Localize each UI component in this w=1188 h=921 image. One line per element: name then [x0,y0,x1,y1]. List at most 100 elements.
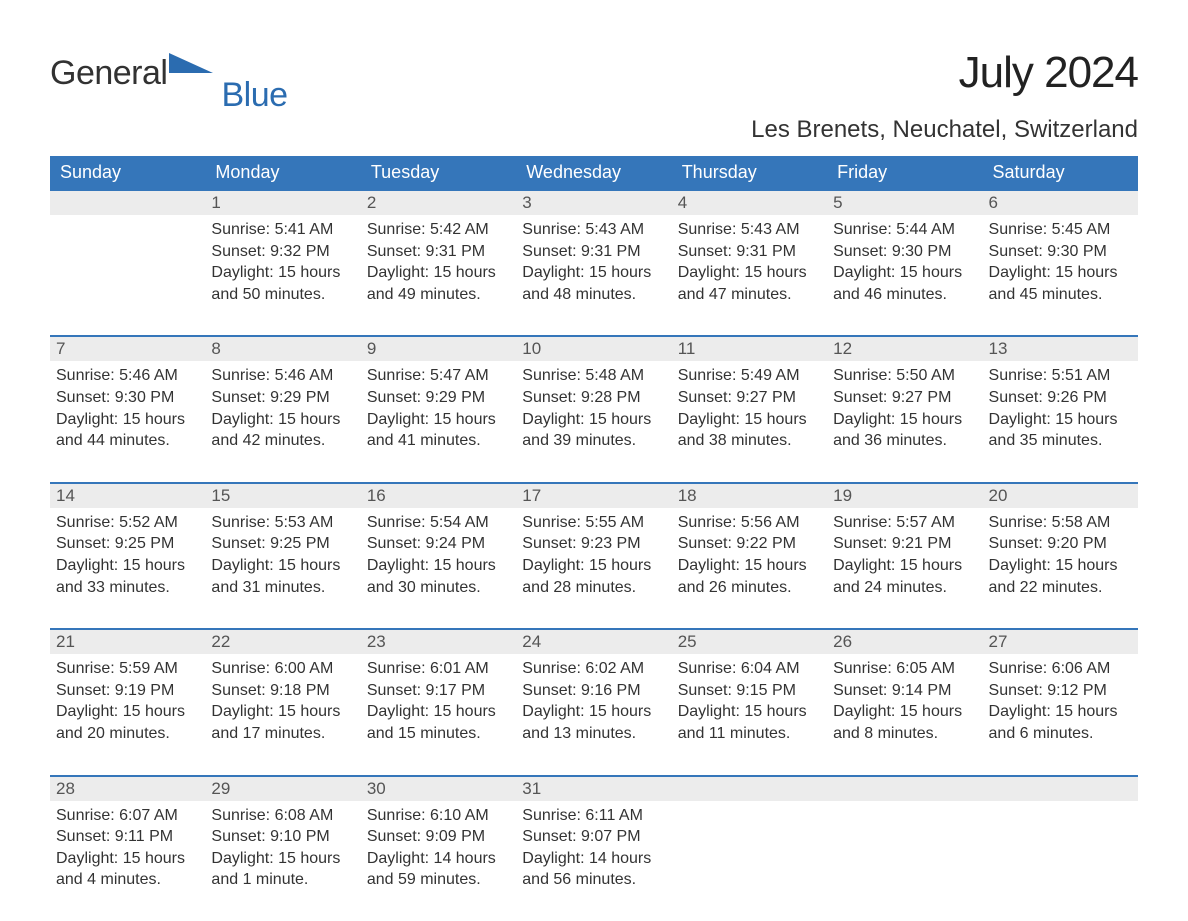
day-detail-cell [827,801,982,921]
day-number-cell [50,191,205,215]
day-detail-cell: Sunrise: 5:46 AMSunset: 9:30 PMDaylight:… [50,361,205,482]
sunrise-line: Sunrise: 6:07 AM [56,805,197,827]
daylight-line: Daylight: 15 hours and 24 minutes. [833,555,974,598]
sunrise-line: Sunrise: 6:05 AM [833,658,974,680]
sunset-line: Sunset: 9:32 PM [211,241,352,263]
sunrise-line: Sunrise: 5:43 AM [522,219,663,241]
sunset-line: Sunset: 9:24 PM [367,533,508,555]
day-detail-cell: Sunrise: 5:57 AMSunset: 9:21 PMDaylight:… [827,508,982,629]
day-detail-cell: Sunrise: 5:56 AMSunset: 9:22 PMDaylight:… [672,508,827,629]
day-detail-cell: Sunrise: 5:44 AMSunset: 9:30 PMDaylight:… [827,215,982,336]
day-number-cell: 16 [361,483,516,508]
daylight-line: Daylight: 15 hours and 15 minutes. [367,701,508,744]
sunrise-line: Sunrise: 5:44 AM [833,219,974,241]
sunset-line: Sunset: 9:17 PM [367,680,508,702]
day-number-cell: 27 [983,629,1138,654]
day-detail-cell: Sunrise: 5:49 AMSunset: 9:27 PMDaylight:… [672,361,827,482]
daylight-line: Daylight: 15 hours and 48 minutes. [522,262,663,305]
day-detail-cell [983,801,1138,921]
week-daynum-row: 78910111213 [50,336,1138,361]
week-detail-row: Sunrise: 5:59 AMSunset: 9:19 PM Daylight:… [50,654,1138,775]
day-detail-cell: Sunrise: 6:10 AMSunset: 9:09 PMDaylight:… [361,801,516,921]
daylight-line: Daylight: 15 hours and 6 minutes. [989,701,1130,744]
daylight-line: Daylight: 15 hours and 35 minutes. [989,409,1130,452]
day-detail-cell: Sunrise: 5:52 AMSunset: 9:25 PMDaylight:… [50,508,205,629]
sunset-line: Sunset: 9:26 PM [989,387,1130,409]
daylight-line: Daylight: 15 hours and 46 minutes. [833,262,974,305]
day-number-cell: 6 [983,191,1138,215]
sunrise-line: Sunrise: 5:49 AM [678,365,819,387]
day-detail-cell: Sunrise: 5:43 AMSunset: 9:31 PMDaylight:… [672,215,827,336]
day-detail-cell: Sunrise: 6:04 AMSunset: 9:15 PMDaylight:… [672,654,827,775]
day-number-cell: 25 [672,629,827,654]
day-number-cell: 21 [50,629,205,654]
day-number-cell: 9 [361,336,516,361]
calendar-table: Sunday Monday Tuesday Wednesday Thursday… [50,156,1138,921]
daylight-line: Daylight: 15 hours and 49 minutes. [367,262,508,305]
day-detail-cell: Sunrise: 5:41 AMSunset: 9:32 PMDaylight:… [205,215,360,336]
week-daynum-row: 21222324252627 [50,629,1138,654]
day-detail-cell: Sunrise: 5:58 AMSunset: 9:20 PMDaylight:… [983,508,1138,629]
daylight-line: Daylight: 15 hours and 1 minute. [211,848,352,891]
daylight-line: Daylight: 15 hours and 8 minutes. [833,701,974,744]
sunrise-line: Sunrise: 5:51 AM [989,365,1130,387]
sunset-line: Sunset: 9:23 PM [522,533,663,555]
weekday-header-row: Sunday Monday Tuesday Wednesday Thursday… [50,156,1138,191]
daylight-line: Daylight: 15 hours and 4 minutes. [56,848,197,891]
day-number-cell: 28 [50,776,205,801]
day-detail-cell [50,215,205,336]
sunset-line: Sunset: 9:16 PM [522,680,663,702]
sunrise-line: Sunrise: 5:46 AM [211,365,352,387]
sunset-line: Sunset: 9:15 PM [678,680,819,702]
day-number-cell [672,776,827,801]
day-number-cell: 29 [205,776,360,801]
week-detail-row: Sunrise: 5:41 AMSunset: 9:32 PMDaylight:… [50,215,1138,336]
sunset-line: Sunset: 9:20 PM [989,533,1130,555]
day-detail-cell: Sunrise: 6:07 AMSunset: 9:11 PMDaylight:… [50,801,205,921]
daylight-line: Daylight: 15 hours and 17 minutes. [211,701,352,744]
day-detail-cell [672,801,827,921]
day-number-cell: 20 [983,483,1138,508]
brand-logo: General Blue [50,48,246,93]
day-detail-cell: Sunrise: 6:11 AMSunset: 9:07 PMDaylight:… [516,801,671,921]
day-detail-cell: Sunrise: 5:50 AMSunset: 9:27 PMDaylight:… [827,361,982,482]
sunrise-line: Sunrise: 6:11 AM [522,805,663,827]
day-number-cell: 4 [672,191,827,215]
day-detail-cell: Sunrise: 6:01 AMSunset: 9:17 PMDaylight:… [361,654,516,775]
day-number-cell: 22 [205,629,360,654]
sunset-line: Sunset: 9:10 PM [211,826,352,848]
day-number-cell: 8 [205,336,360,361]
brand-part1: General [50,54,167,93]
sunrise-line: Sunrise: 6:00 AM [211,658,352,680]
sunrise-line: Sunrise: 5:57 AM [833,512,974,534]
daylight-line: Daylight: 15 hours and 44 minutes. [56,409,197,452]
sunrise-line: Sunrise: 5:59 AM [56,658,197,680]
day-number-cell: 5 [827,191,982,215]
sunset-line: Sunset: 9:19 PM [56,680,197,702]
daylight-line: Daylight: 15 hours and 11 minutes. [678,701,819,744]
sunrise-line: Sunrise: 5:48 AM [522,365,663,387]
weekday-header: Sunday [50,156,205,191]
sunrise-line: Sunrise: 6:10 AM [367,805,508,827]
day-detail-cell: Sunrise: 5:54 AMSunset: 9:24 PMDaylight:… [361,508,516,629]
sunset-line: Sunset: 9:29 PM [367,387,508,409]
sunset-line: Sunset: 9:22 PM [678,533,819,555]
daylight-line: Daylight: 15 hours and 50 minutes. [211,262,352,305]
weekday-header: Monday [205,156,360,191]
day-detail-cell: Sunrise: 6:05 AMSunset: 9:14 PMDaylight:… [827,654,982,775]
sunrise-line: Sunrise: 5:46 AM [56,365,197,387]
sunset-line: Sunset: 9:31 PM [678,241,819,263]
day-number-cell [827,776,982,801]
day-detail-cell: Sunrise: 5:59 AMSunset: 9:19 PMDaylight:… [50,654,205,775]
daylight-line: Daylight: 15 hours and 13 minutes. [522,701,663,744]
sunset-line: Sunset: 9:21 PM [833,533,974,555]
day-number-cell [983,776,1138,801]
day-detail-cell: Sunrise: 6:00 AMSunset: 9:18 PMDaylight:… [205,654,360,775]
sunset-line: Sunset: 9:30 PM [989,241,1130,263]
brand-part2: Blue [221,76,287,115]
daylight-line: Daylight: 15 hours and 47 minutes. [678,262,819,305]
daylight-line: Daylight: 15 hours and 30 minutes. [367,555,508,598]
sunrise-line: Sunrise: 5:42 AM [367,219,508,241]
day-detail-cell: Sunrise: 6:06 AMSunset: 9:12 PMDaylight:… [983,654,1138,775]
daylight-line: Daylight: 15 hours and 28 minutes. [522,555,663,598]
